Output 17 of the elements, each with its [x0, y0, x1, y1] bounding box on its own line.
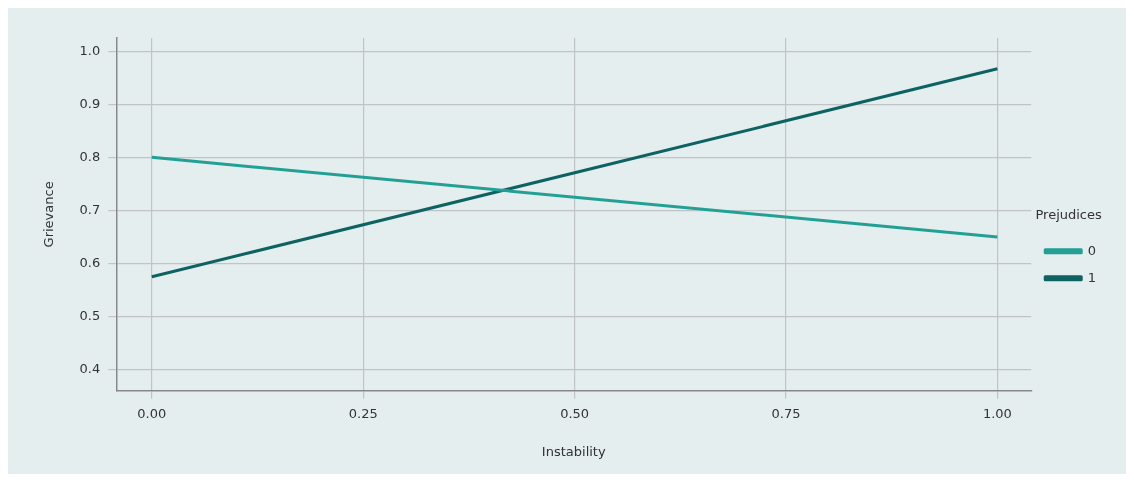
legend-label: 1	[1087, 269, 1097, 285]
legend-title: Prejudices	[1035, 207, 1102, 223]
x-tick-label: 0.25	[348, 405, 378, 421]
y-tick-label: 0.9	[79, 95, 101, 111]
x-tick-label: 1.00	[982, 405, 1012, 421]
y-tick-label: 0.6	[79, 254, 101, 270]
x-axis-title: Instability	[541, 443, 606, 459]
y-tick-label: 0.7	[79, 201, 101, 217]
y-axis-title: Grievance	[41, 181, 57, 248]
legend-label: 0	[1087, 242, 1097, 258]
y-tick-label: 0.4	[79, 360, 101, 376]
y-tick-label: 1.0	[79, 42, 101, 58]
y-tick-label: 0.8	[79, 148, 101, 164]
x-tick-label: 0.00	[137, 405, 167, 421]
x-tick-label: 0.50	[560, 405, 590, 421]
x-tick-label: 0.75	[771, 405, 801, 421]
y-tick-label: 0.5	[79, 307, 101, 323]
